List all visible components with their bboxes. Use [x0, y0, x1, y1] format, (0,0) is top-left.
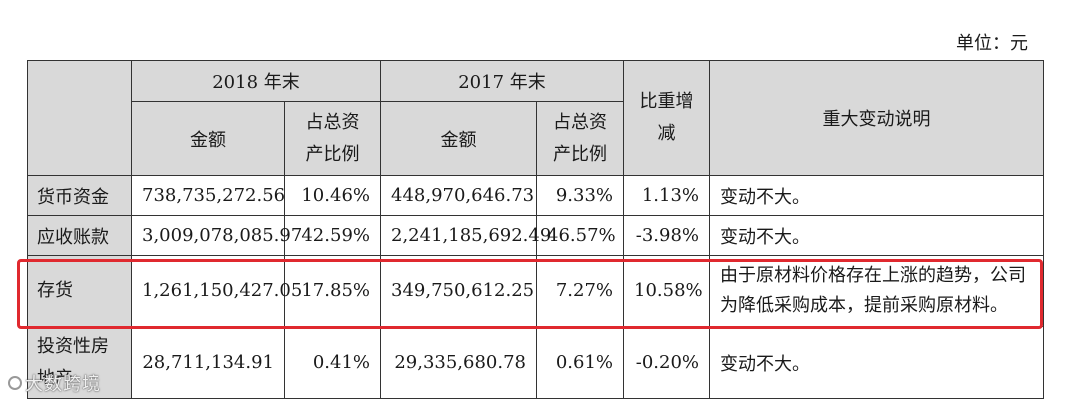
- amount-2018-cell: 738,735,272.56: [131, 175, 285, 216]
- ratio-2017-cell: 0.61%: [536, 326, 624, 399]
- row-item: 投资性房 地产: [27, 326, 132, 399]
- watermark: 大数跨境: [8, 370, 101, 396]
- header-ratio-line2: 产比例: [305, 143, 360, 165]
- amount-2017-cell: 448,970,646.73: [380, 175, 537, 216]
- ratio-2018-cell: 17.85%: [284, 255, 381, 327]
- explanation-cell: 变动不大。: [709, 175, 1044, 216]
- amount-2018-cell: 1,261,150,427.05: [131, 255, 302, 327]
- ratio-2018-cell: 42.59%: [284, 215, 381, 256]
- row-item-line1: 投资性房: [37, 335, 109, 357]
- table-row: 应收账款 3,009,078,085.97 42.59% 2,241,185,6…: [27, 215, 1044, 256]
- watermark-logo-icon: [8, 376, 22, 390]
- ratio-2017-cell: 7.27%: [536, 255, 624, 327]
- header-amount-2017: 金额: [380, 101, 537, 176]
- table-row: 货币资金 738,735,272.56 10.46% 448,970,646.7…: [27, 175, 1044, 216]
- header-ratio-line1: 占总资: [553, 111, 607, 133]
- amount-2017-cell: 349,750,612.25: [380, 255, 537, 327]
- header-ratio-line2: 产比例: [553, 143, 607, 165]
- unit-note: 单位：元: [956, 33, 1028, 54]
- ratio-2018-cell: 10.46%: [284, 175, 381, 216]
- watermark-text: 大数跨境: [25, 374, 101, 395]
- change-cell: -3.98%: [623, 215, 710, 256]
- header-period-2018: 2018 年末: [131, 60, 381, 102]
- ratio-2018-cell: 0.41%: [284, 326, 381, 399]
- change-cell: 10.58%: [623, 255, 710, 327]
- header-ratio-2018: 占总资 产比例: [284, 101, 381, 176]
- asset-table: 2018 年末 2017 年末 比重增 减 重大变动说明 金额 占总资 产比例 …: [27, 60, 1044, 399]
- header-item-cell: [27, 60, 132, 176]
- header-change-line1: 比重增: [639, 91, 694, 112]
- amount-2018-cell: 3,009,078,085.97: [131, 215, 302, 256]
- header-explanation: 重大变动说明: [709, 60, 1044, 176]
- table-row: 投资性房 地产 28,711,134.91 0.41% 29,335,680.7…: [27, 326, 1044, 399]
- change-cell: -0.20%: [623, 326, 710, 399]
- amount-2017-cell: 29,335,680.78: [380, 326, 537, 399]
- header-change: 比重增 减: [623, 60, 710, 176]
- row-item: 存货: [27, 255, 132, 327]
- header-ratio-2017: 占总资 产比例: [536, 101, 624, 176]
- explanation-cell: 由于原材料价格存在上涨的趋势，公司为降低采购成本，提前采购原材料。: [709, 255, 1044, 327]
- header-amount-2018: 金额: [131, 101, 285, 176]
- change-cell: 1.13%: [623, 175, 710, 216]
- ratio-2017-cell: 46.57%: [536, 215, 624, 256]
- explanation-cell: 变动不大。: [709, 215, 1044, 256]
- header-row-2: 金额 占总资 产比例 金额 占总资 产比例: [28, 101, 1044, 176]
- amount-2017-cell: 2,241,185,692.49: [380, 215, 551, 256]
- ratio-2017-cell: 9.33%: [536, 175, 624, 216]
- table-row: 存货 1,261,150,427.05 17.85% 349,750,612.2…: [27, 255, 1044, 327]
- row-item: 货币资金: [27, 175, 132, 216]
- row-item-line2: 地产: [37, 367, 73, 389]
- header-row-1: 2018 年末 2017 年末 比重增 减 重大变动说明: [27, 60, 1044, 176]
- header-ratio-line1: 占总资: [305, 111, 360, 133]
- explanation-cell: 变动不大。: [709, 326, 1044, 399]
- amount-2018-cell: 28,711,134.91: [131, 326, 285, 399]
- header-period-2017: 2017 年末: [380, 60, 624, 102]
- header-change-line2: 减: [657, 123, 676, 144]
- row-item: 应收账款: [27, 215, 132, 256]
